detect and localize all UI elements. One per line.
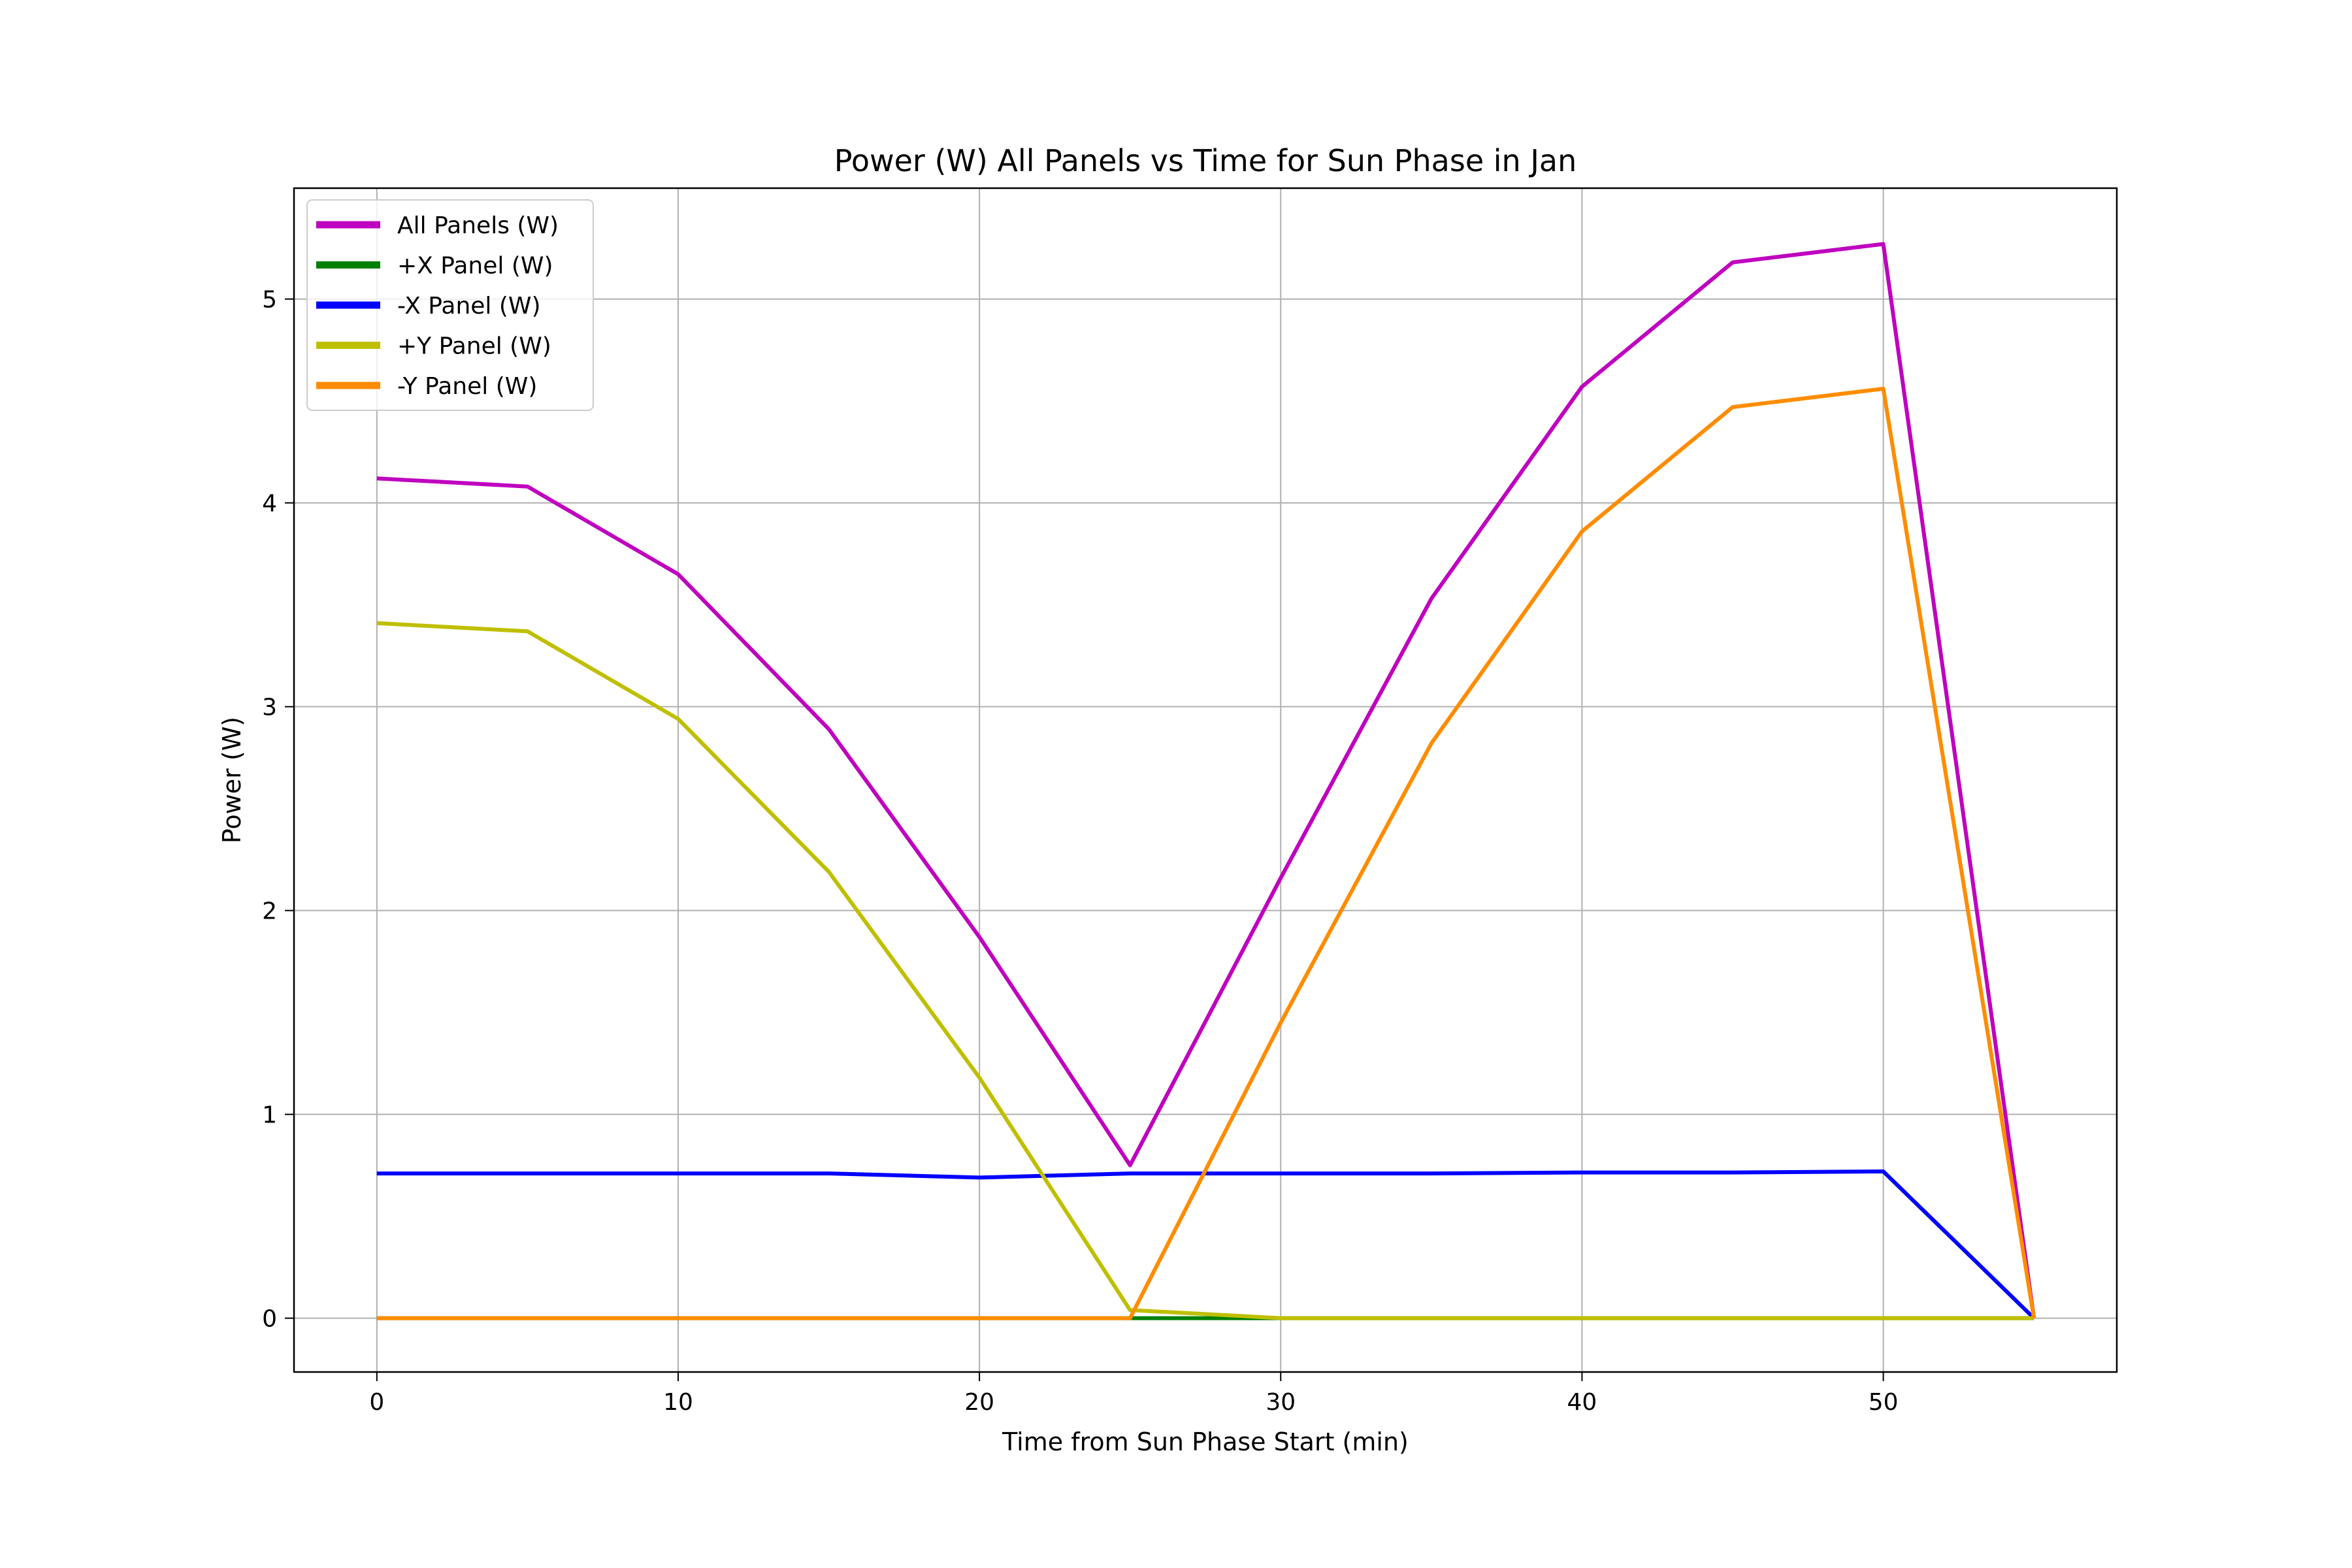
ticks: 0 10 20 30 40 50 0 1 2 3 4 5 bbox=[262, 287, 1898, 1416]
x-tick-label: 20 bbox=[964, 1389, 994, 1416]
series-line-y-panel-w bbox=[376, 387, 2036, 1320]
y-tick-label: 1 bbox=[262, 1102, 277, 1129]
legend-label: +X Panel (W) bbox=[397, 253, 553, 280]
x-tick-label: 30 bbox=[1266, 1389, 1296, 1416]
y-tick-label: 5 bbox=[262, 287, 277, 314]
x-tick-label: 50 bbox=[1869, 1389, 1899, 1416]
legend-frame bbox=[306, 199, 594, 411]
y-tick-label: 4 bbox=[262, 491, 277, 517]
x-tick-label: 10 bbox=[663, 1389, 693, 1416]
legend: All Panels (W) +X Panel (W) -X Panel (W) +Y… bbox=[306, 199, 594, 411]
series-lines bbox=[376, 242, 2036, 1320]
y-tick-label: 3 bbox=[262, 694, 277, 721]
legend-label: +Y Panel (W) bbox=[397, 333, 551, 360]
series-line-y-panel-w bbox=[376, 621, 2034, 1320]
x-tick-label: 40 bbox=[1567, 1389, 1597, 1416]
y-tick-label: 0 bbox=[262, 1306, 277, 1333]
y-axis-label: Power (W) bbox=[218, 717, 246, 843]
plot-area-frame bbox=[293, 187, 2118, 1373]
x-axis-label: Time from Sun Phase Start (min) bbox=[1002, 1428, 1409, 1456]
x-tick-label: 0 bbox=[369, 1389, 384, 1416]
chart-title: Power (W) All Panels vs Time for Sun Pha… bbox=[834, 143, 1576, 178]
legend-label: All Panels (W) bbox=[397, 212, 559, 239]
series-line-all-panels-w bbox=[376, 242, 2036, 1319]
y-tick-label: 2 bbox=[262, 898, 277, 925]
legend-label: -X Panel (W) bbox=[397, 293, 541, 319]
legend-label: -Y Panel (W) bbox=[397, 373, 537, 400]
